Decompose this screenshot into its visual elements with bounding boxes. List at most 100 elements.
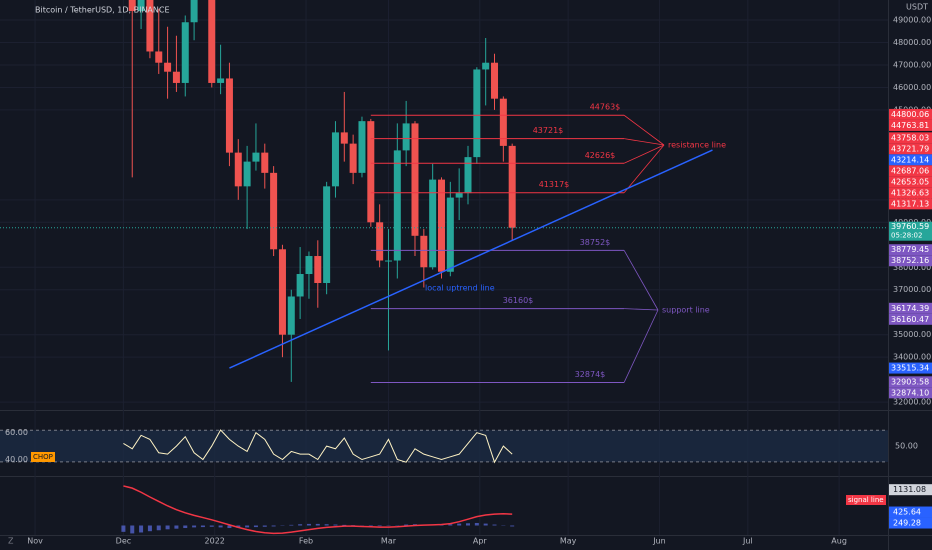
- candle-body: [429, 179, 437, 268]
- price-tag: [889, 119, 932, 131]
- candle-body: [190, 0, 198, 23]
- candle-body: [225, 78, 233, 153]
- candle-body: [323, 186, 331, 283]
- candle-body: [384, 260, 392, 262]
- histogram-bar: [377, 525, 382, 527]
- candle-body: [234, 152, 242, 187]
- histogram-bar: [466, 523, 471, 526]
- price-tag-label: 43214.14: [891, 155, 929, 164]
- chop-band: [0, 430, 888, 462]
- candle-body: [367, 121, 375, 223]
- y-tick-label: 37000.00: [893, 285, 931, 294]
- x-tick-label: Feb: [299, 537, 313, 546]
- y-tick-label: 48000.00: [893, 38, 931, 47]
- histogram-bar: [448, 524, 453, 526]
- candle-body: [402, 123, 410, 151]
- candle-body: [349, 143, 357, 173]
- candle-body: [340, 132, 348, 144]
- histogram-bar: [510, 525, 515, 527]
- trend-line: [229, 149, 713, 369]
- histogram-bar: [139, 525, 144, 533]
- x-tick-label: Nov: [27, 537, 43, 546]
- candle-body: [164, 62, 172, 72]
- price-tag: [889, 376, 932, 388]
- chop-tick-label: 60.00: [5, 428, 28, 437]
- histogram-bar: [324, 524, 329, 526]
- legend-label: signal line: [848, 496, 884, 504]
- histogram-bar: [165, 525, 170, 530]
- histogram-bar: [121, 525, 126, 532]
- price-tag: [889, 244, 932, 256]
- timezone-button[interactable]: Z: [8, 537, 14, 546]
- histogram-bar: [130, 525, 135, 534]
- x-tick-label: Jun: [652, 537, 666, 546]
- price-tag-label: 44800.06: [891, 110, 929, 119]
- histogram-bar: [333, 524, 338, 526]
- histogram-bar: [156, 525, 161, 531]
- histogram-bar: [209, 525, 214, 527]
- candle-body: [146, 0, 154, 52]
- x-tick-label: 2022: [205, 537, 225, 546]
- candle-body: [314, 256, 322, 283]
- histogram-bar: [342, 524, 347, 526]
- price-tag-label: 36160.47: [891, 315, 929, 324]
- level-label: 36160$: [503, 296, 534, 305]
- histogram-bar: [262, 525, 267, 527]
- price-tag-label: 43721.79: [891, 144, 929, 153]
- price-tag-label: 44763.81: [891, 121, 929, 130]
- price-tag-label: 43758.03: [891, 133, 929, 142]
- candle-body: [508, 145, 516, 228]
- histogram-bar: [227, 525, 232, 529]
- annotation-arrow: [623, 144, 665, 193]
- y-tick-label: 47000.00: [893, 60, 931, 69]
- candle-body: [287, 296, 295, 335]
- candle-body: [261, 152, 269, 173]
- value-tag: [889, 506, 932, 518]
- candle-body: [473, 69, 481, 158]
- histogram-bar: [218, 525, 223, 528]
- price-tag: [889, 108, 932, 120]
- histogram-bar: [404, 524, 409, 526]
- chop-right-tick-label: 50.00: [895, 442, 918, 451]
- legend-badge: [846, 495, 886, 505]
- level-label: 44763$: [590, 103, 621, 112]
- price-tag: [889, 187, 932, 199]
- histogram-bar: [200, 525, 205, 528]
- price-tag: [889, 302, 932, 314]
- chop-badge: [31, 452, 55, 462]
- annotation-label: resistance line: [668, 141, 726, 150]
- countdown: 05:28:02: [891, 232, 922, 240]
- value-tag-label: 1131.08: [893, 485, 926, 494]
- candle-body: [296, 274, 304, 297]
- histogram-bar: [298, 524, 303, 526]
- x-tick-label: May: [560, 537, 577, 546]
- y-tick-label: 46000.00: [893, 83, 931, 92]
- level-label: 42626$: [585, 151, 616, 160]
- candle-body: [128, 0, 136, 12]
- price-tag-label: 42687.06: [891, 166, 929, 175]
- value-tag-label: 249.28: [893, 519, 921, 528]
- price-tag-label: 32903.58: [891, 377, 929, 386]
- price-tag-label: 32874.10: [891, 388, 929, 397]
- y-tick-label: 32000.00: [893, 398, 931, 407]
- candle-body: [446, 197, 454, 272]
- y-tick-label: 49000.00: [893, 16, 931, 25]
- price-tag: [889, 165, 932, 177]
- histogram-bar: [306, 523, 311, 526]
- signal-line: [123, 485, 513, 535]
- price-tag: [889, 132, 932, 144]
- histogram-bar: [474, 522, 479, 526]
- level-label: 43721$: [533, 126, 564, 135]
- histogram-bar: [492, 524, 497, 526]
- histogram-bar: [253, 525, 258, 528]
- y-tick-label: 34000.00: [893, 353, 931, 362]
- value-tag-label: 425.64: [893, 508, 921, 517]
- candle-body: [155, 51, 163, 63]
- candle-body: [181, 22, 189, 83]
- price-tag-label: 38752.16: [891, 256, 929, 265]
- x-tick-label: Apr: [473, 537, 488, 546]
- chop-tick-label: 40.00: [5, 455, 28, 464]
- candle-body: [437, 179, 445, 272]
- x-tick-label: Dec: [116, 537, 131, 546]
- candle-body: [455, 193, 463, 198]
